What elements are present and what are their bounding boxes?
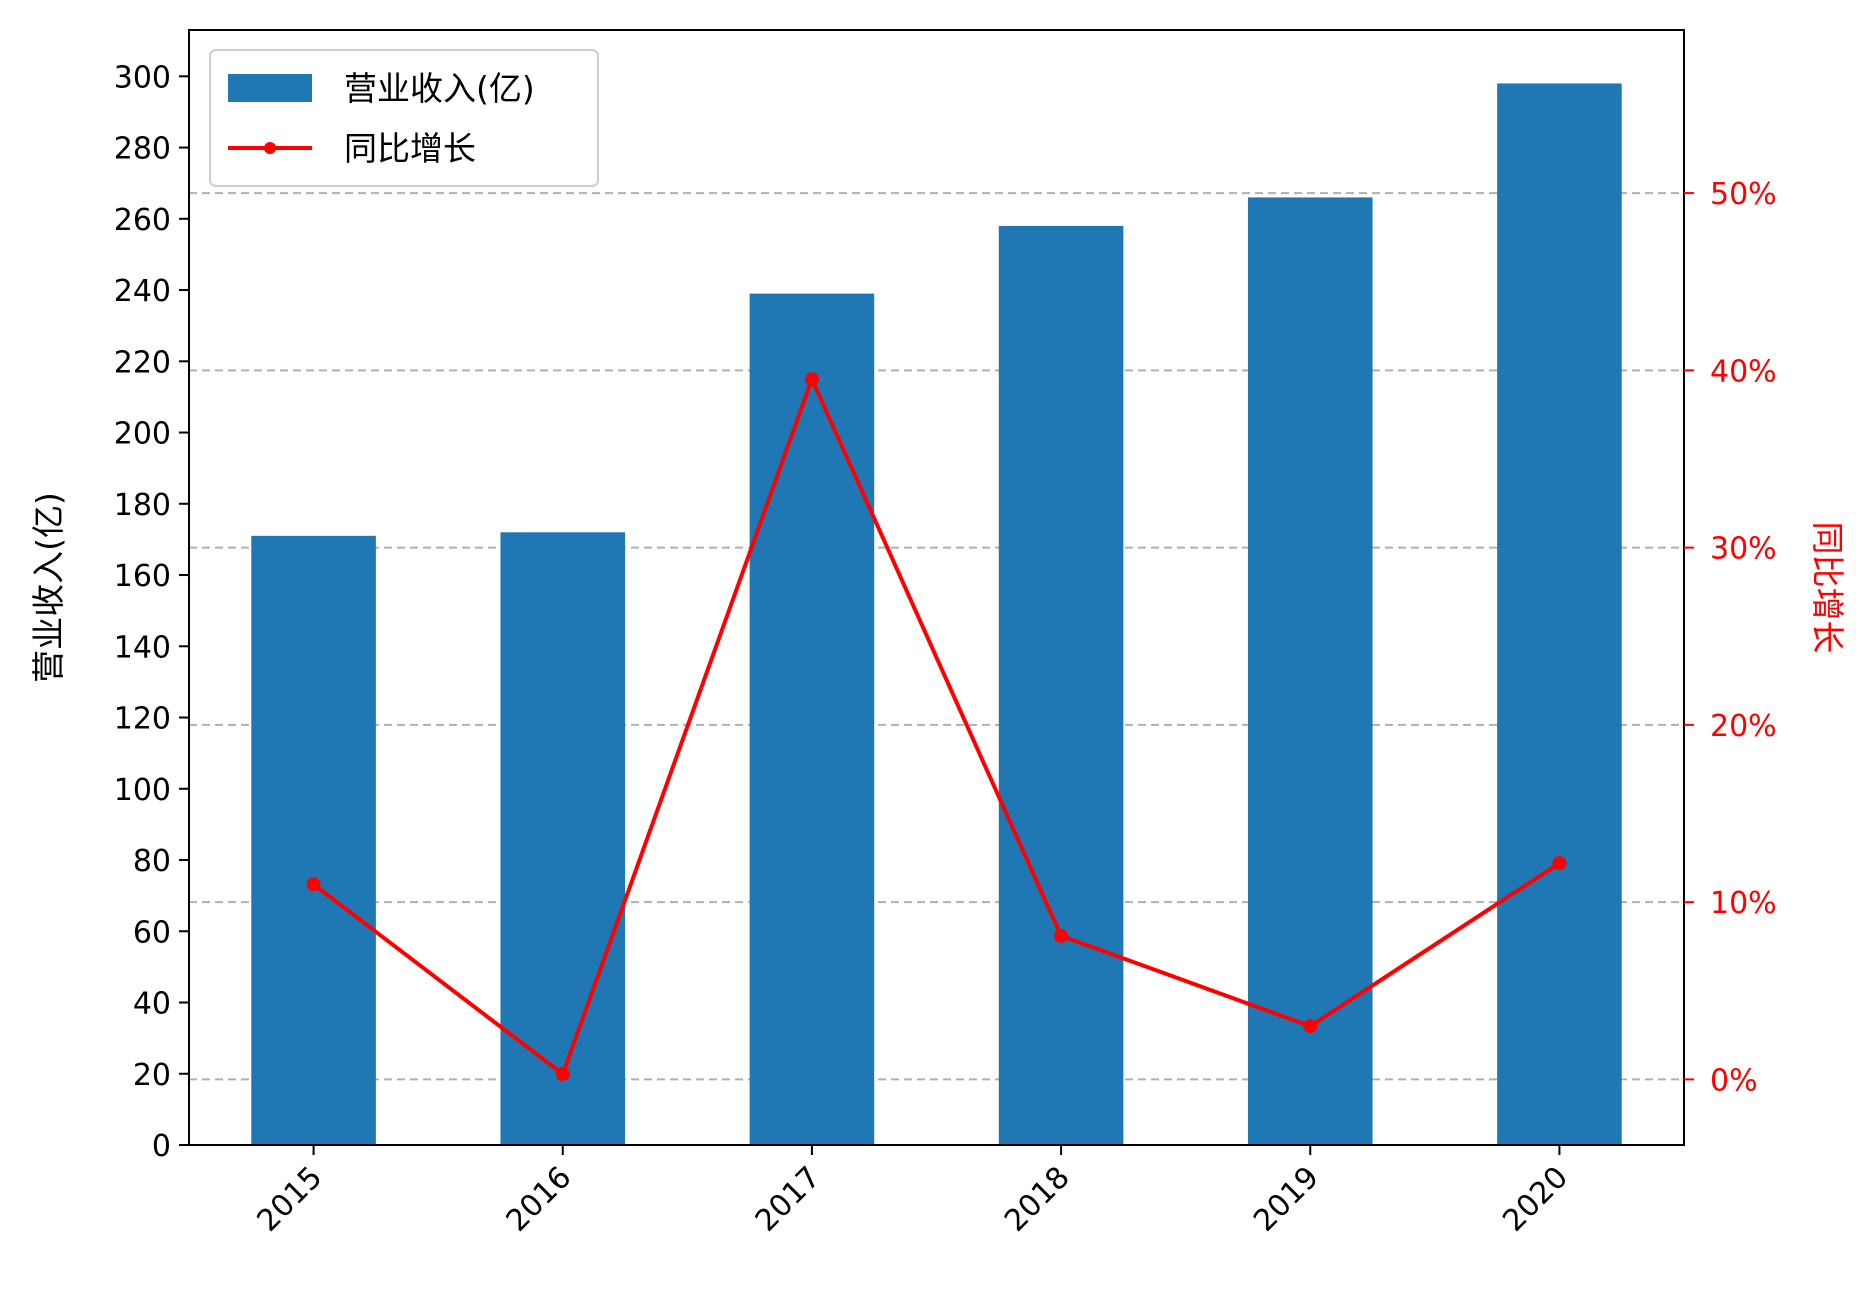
left-tick-label-140: 140 (114, 630, 171, 665)
left-tick-label-180: 180 (114, 488, 171, 523)
bar-2017 (749, 293, 875, 1145)
growth-point-2020 (1552, 856, 1567, 871)
right-y-axis: 0% 10% 20% 30% 40% 50% (1684, 177, 1777, 1098)
left-tick-label-100: 100 (114, 773, 171, 808)
right-tick-label-50: 50% (1710, 177, 1777, 212)
left-tick-label-20: 20 (133, 1058, 171, 1093)
growth-point-2015 (306, 877, 321, 892)
legend-bar-label: 营业收入(亿) (344, 69, 535, 108)
right-tick-label-10: 10% (1710, 886, 1777, 921)
legend-line-marker (264, 142, 276, 154)
left-tick-label-280: 280 (114, 132, 171, 167)
right-tick-label-30: 30% (1710, 532, 1777, 567)
growth-line (312, 377, 1561, 1077)
left-tick-label-80: 80 (133, 844, 171, 879)
right-tick-label-40: 40% (1710, 354, 1777, 389)
growth-point-2016 (555, 1067, 570, 1082)
left-tick-label-260: 260 (114, 203, 171, 238)
left-tick-label-300: 300 (114, 60, 171, 95)
plot-frame (188, 29, 1685, 1146)
left-tick-label-220: 220 (114, 345, 171, 380)
right-tick-label-20: 20% (1710, 709, 1777, 744)
left-tick-label-240: 240 (114, 274, 171, 309)
left-tick-label-120: 120 (114, 702, 171, 737)
legend-bar-swatch (228, 74, 312, 102)
bar-2019 (1247, 197, 1373, 1146)
left-y-axis: 0 20 40 60 80 100 120 140 160 180 200 220 240 260 280 3… (114, 60, 189, 1164)
growth-point-2019 (1303, 1019, 1318, 1034)
grid-lines (189, 192, 1684, 1081)
right-tick-label-0: 0% (1710, 1063, 1758, 1098)
growth-point-2017 (804, 372, 819, 387)
right-axis-title: 同比增长 (1808, 522, 1847, 654)
growth-line-series (306, 372, 1567, 1082)
revenue-bars (251, 83, 1622, 1146)
left-tick-label-40: 40 (133, 987, 171, 1022)
left-axis-title: 营业收入(亿) (29, 492, 68, 683)
bar-2015 (251, 535, 376, 1145)
legend: 营业收入(亿) 同比增长 (209, 49, 599, 187)
left-tick-label-160: 160 (114, 559, 171, 594)
left-tick-label-200: 200 (114, 417, 171, 452)
growth-point-2018 (1054, 928, 1069, 943)
bar-2018 (998, 225, 1124, 1145)
bar-2020 (1497, 83, 1622, 1146)
legend-line-label: 同比增长 (344, 129, 476, 168)
bar-2016 (500, 532, 626, 1145)
left-tick-label-0: 0 (152, 1129, 171, 1164)
left-tick-label-60: 60 (133, 915, 171, 950)
